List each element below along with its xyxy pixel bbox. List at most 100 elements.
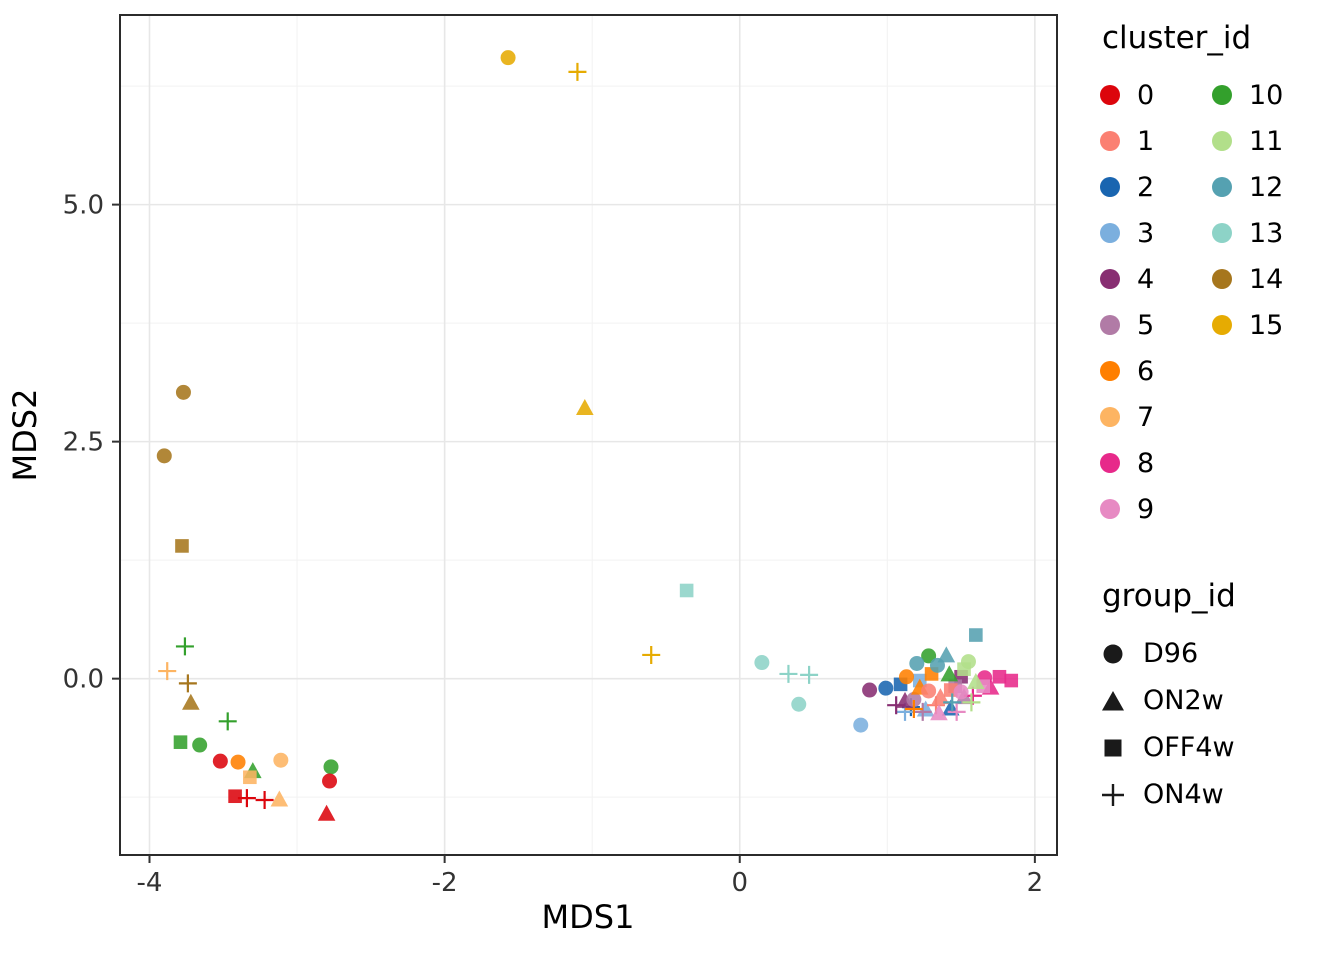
data-point: [791, 696, 807, 712]
group-legend-title: group_id: [1102, 578, 1236, 614]
data-point: [930, 704, 948, 721]
data-point: [940, 665, 959, 682]
square-shape-icon: [1104, 739, 1122, 756]
data-point: [953, 684, 969, 700]
data-point: [322, 773, 338, 789]
cluster-color-swatch: [1100, 315, 1120, 335]
x-axis-title: MDS1: [542, 898, 635, 936]
group-legend-label: ON4w: [1143, 779, 1224, 810]
cluster-legend-label: 14: [1249, 263, 1284, 295]
cluster-legend-entry: 10: [1212, 82, 1324, 109]
cluster-legend-label: 15: [1249, 309, 1284, 341]
cluster-legend-entry: 1: [1100, 128, 1212, 155]
data-point: [878, 680, 894, 696]
cluster-color-swatch: [1212, 131, 1232, 151]
data-point: [192, 737, 208, 753]
data-point: [243, 770, 257, 785]
cluster-color-swatch: [1100, 131, 1120, 151]
data-point: [175, 637, 194, 656]
cluster-legend: 0 1 2 3 4 5 6 7 8 9 10 11 12 13 14 15: [1100, 72, 1344, 532]
cluster-legend-entry: 2: [1100, 174, 1212, 201]
cluster-legend-label: 8: [1137, 447, 1155, 479]
cluster-legend-label: 7: [1137, 401, 1155, 433]
cluster-color-swatch: [1100, 269, 1120, 289]
data-point: [270, 790, 289, 807]
data-point: [937, 646, 956, 663]
data-point: [921, 648, 937, 664]
data-point: [576, 398, 594, 415]
panel-border: [119, 14, 1058, 856]
data-point: [173, 735, 188, 749]
data-point: [962, 693, 981, 712]
y-tick-label: 0.0: [63, 665, 104, 695]
triangle-shape-icon: [1102, 690, 1124, 710]
cluster-color-swatch: [1212, 177, 1232, 197]
data-point: [175, 384, 191, 400]
cluster-color-swatch: [1100, 223, 1120, 243]
cluster-color-swatch: [1100, 499, 1120, 519]
cluster-legend-label: 6: [1137, 355, 1155, 387]
cluster-legend-label: 11: [1249, 125, 1284, 157]
cluster-legend-entry: 9: [1100, 496, 1212, 523]
data-point: [800, 665, 819, 684]
panel-background: [120, 15, 1057, 855]
data-point: [156, 448, 172, 464]
data-point: [568, 62, 587, 81]
cluster-legend-label: 4: [1137, 263, 1155, 295]
cluster-legend-label: 1: [1137, 125, 1155, 157]
data-point: [779, 664, 798, 683]
cluster-color-swatch: [1100, 453, 1120, 473]
data-point: [992, 669, 1007, 684]
group-legend: D96 ON2w OFF4w ON4w: [1100, 630, 1344, 818]
data-point: [921, 683, 937, 699]
data-point: [230, 754, 246, 770]
cluster-legend-entry: 11: [1212, 128, 1324, 155]
cluster-legend-entry: 6: [1100, 358, 1212, 385]
cluster-legend-label: 0: [1137, 79, 1155, 111]
data-point: [212, 753, 228, 769]
cluster-color-swatch: [1212, 315, 1232, 335]
data-point: [904, 699, 923, 718]
x-tick-label: 2: [1027, 868, 1044, 898]
data-point: [182, 693, 200, 710]
group-legend-entry: D96: [1100, 630, 1344, 677]
cluster-legend-entry: 13: [1212, 220, 1324, 247]
cluster-legend-entry: 7: [1100, 404, 1212, 431]
data-point: [323, 759, 339, 775]
cluster-legend-label: 12: [1249, 171, 1284, 203]
data-point: [237, 789, 256, 808]
cluster-color-swatch: [1212, 85, 1232, 105]
x-tick-label: 0: [731, 868, 748, 898]
cluster-legend-label: 13: [1249, 217, 1284, 249]
cluster-color-swatch: [1212, 223, 1232, 243]
cluster-legend-entry: 14: [1212, 266, 1324, 293]
data-point: [228, 789, 242, 804]
group-legend-entry: ON4w: [1100, 771, 1344, 818]
group-legend-label: ON2w: [1143, 685, 1224, 716]
data-point: [887, 696, 906, 715]
cluster-color-swatch: [1100, 407, 1120, 427]
cluster-legend-label: 10: [1249, 79, 1284, 111]
cluster-legend-label: 2: [1137, 171, 1155, 203]
data-point: [754, 655, 770, 671]
data-point: [906, 692, 922, 708]
cluster-legend-label: 5: [1137, 309, 1155, 341]
data-point: [679, 583, 694, 598]
data-point: [178, 674, 197, 693]
cluster-legend-entry: 8: [1100, 450, 1212, 477]
data-point: [255, 791, 274, 810]
cluster-legend-entry: 0: [1100, 82, 1212, 109]
group-legend-entry: ON2w: [1100, 677, 1344, 724]
cluster-legend-title: cluster_id: [1102, 20, 1252, 56]
cluster-color-swatch: [1100, 361, 1120, 381]
legend-panel: cluster_id 0 1 2 3 4 5 6 7 8 9 10 11 12 13 14 15 group_…: [1100, 20, 1344, 818]
data-point: [862, 682, 878, 698]
cluster-legend-entry: 5: [1100, 312, 1212, 339]
data-point: [158, 662, 177, 681]
cluster-color-swatch: [1212, 269, 1232, 289]
data-point: [909, 655, 925, 671]
y-tick-label: 2.5: [63, 428, 104, 458]
data-point: [1004, 673, 1019, 688]
cluster-color-swatch: [1100, 85, 1120, 105]
